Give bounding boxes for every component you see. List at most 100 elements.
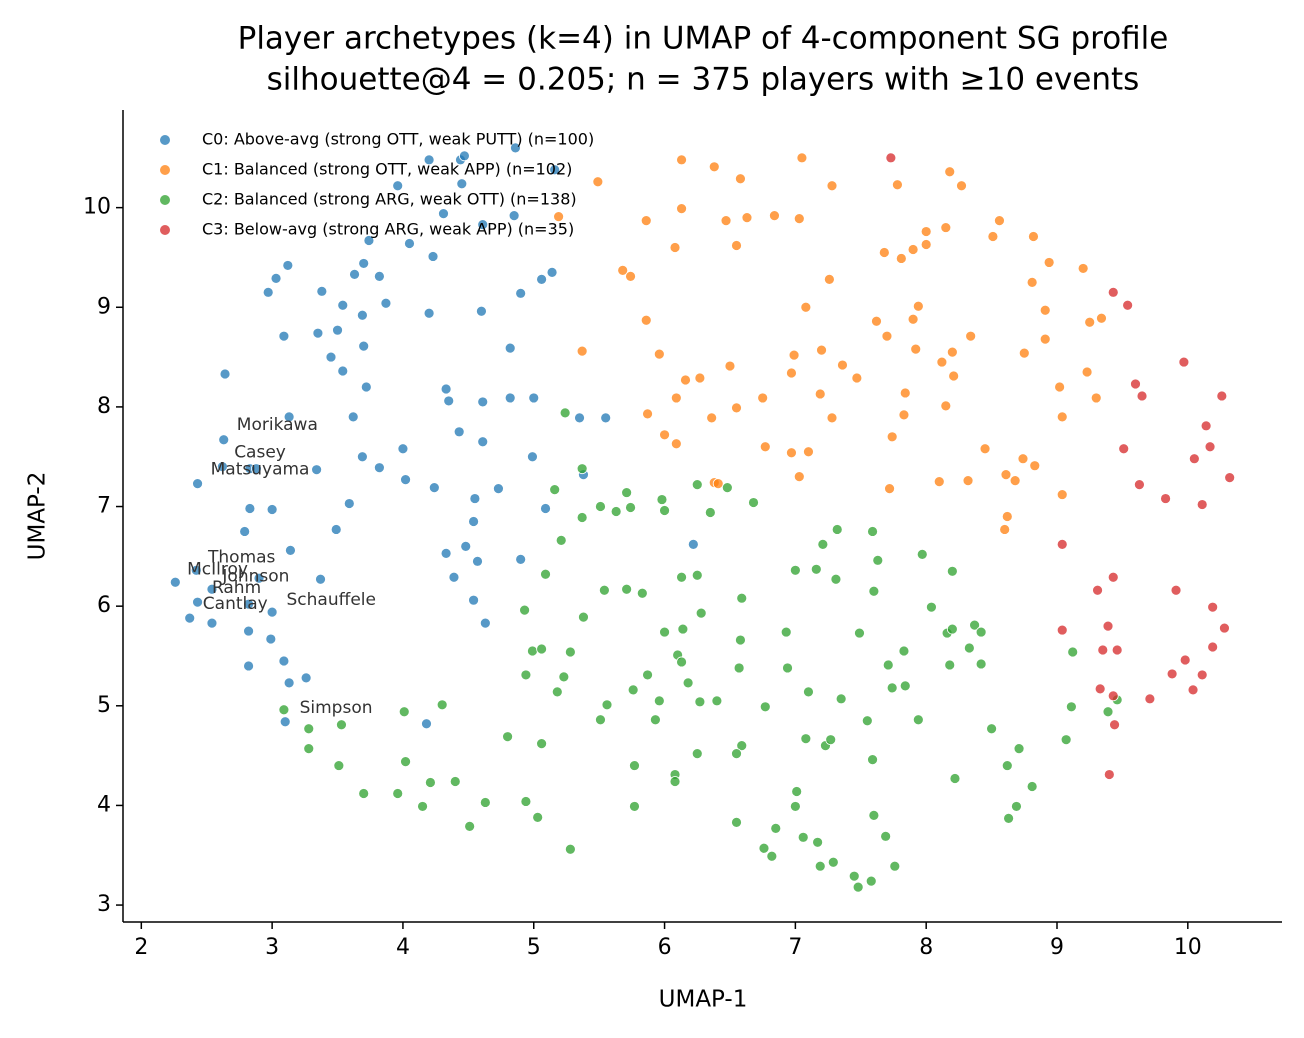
point	[999, 524, 1011, 535]
point	[629, 760, 640, 771]
point	[520, 669, 532, 681]
point	[1111, 644, 1123, 656]
point	[884, 483, 895, 495]
point	[627, 684, 639, 696]
point	[1018, 347, 1030, 359]
point	[336, 719, 347, 731]
point	[468, 516, 479, 527]
point	[936, 356, 948, 368]
annotation: Rahm	[212, 578, 261, 598]
point	[621, 583, 633, 595]
chart-subtitle: silhouette@4 = 0.205; n = 375 players wi…	[267, 62, 1140, 98]
point	[1056, 411, 1068, 423]
point	[190, 564, 202, 576]
point	[780, 626, 792, 638]
point	[551, 686, 563, 698]
point	[1029, 460, 1041, 472]
point	[1219, 622, 1230, 634]
legend-label: C0: Above-avg (strong OTT, weak PUTT) (n…	[202, 130, 594, 149]
point	[933, 476, 945, 488]
point	[300, 672, 312, 684]
point	[827, 856, 839, 868]
point	[885, 152, 897, 164]
point	[417, 801, 428, 812]
point	[676, 154, 687, 166]
point	[243, 625, 254, 637]
series-2	[278, 407, 1123, 893]
annotation: Cantlay	[203, 594, 268, 614]
series-0	[169, 142, 699, 730]
point	[398, 706, 410, 718]
point	[595, 501, 606, 512]
point	[1118, 443, 1130, 455]
point	[899, 387, 911, 399]
point	[332, 324, 343, 336]
point	[244, 503, 256, 514]
point	[1107, 690, 1119, 702]
point	[315, 573, 326, 585]
point	[456, 178, 468, 190]
point	[515, 553, 527, 565]
point	[392, 788, 404, 799]
point	[636, 587, 648, 599]
point	[337, 365, 349, 377]
point	[851, 372, 863, 384]
y-tick-label: 8	[97, 394, 111, 419]
point	[969, 619, 980, 631]
point	[549, 164, 561, 176]
point	[278, 704, 290, 716]
y-tick-label: 5	[97, 693, 111, 718]
point	[460, 540, 472, 552]
annotation: Casey	[234, 443, 286, 463]
legend-marker	[160, 165, 170, 175]
point	[278, 655, 290, 667]
point	[946, 623, 958, 635]
point	[656, 494, 668, 505]
point	[520, 796, 532, 807]
point	[1054, 381, 1066, 393]
point	[459, 150, 470, 162]
point	[330, 524, 342, 535]
point	[337, 299, 349, 311]
point	[479, 617, 491, 629]
point	[479, 797, 491, 808]
annotation: Matsuyama	[211, 460, 310, 480]
legend-label: C1: Balanced (strong OTT, weak APP) (n=1…	[202, 160, 572, 179]
point	[736, 740, 748, 752]
point	[266, 504, 278, 515]
point	[519, 604, 530, 616]
point	[219, 368, 231, 380]
point	[1009, 475, 1021, 487]
point	[443, 395, 455, 407]
point	[325, 351, 337, 363]
point	[912, 300, 924, 312]
point	[1001, 760, 1013, 771]
point	[1224, 472, 1236, 484]
point	[218, 434, 230, 446]
point	[1077, 263, 1089, 274]
point	[1065, 701, 1077, 713]
point	[759, 441, 771, 453]
point	[944, 659, 956, 671]
point	[944, 166, 956, 178]
point	[720, 215, 732, 226]
point	[438, 208, 449, 220]
point	[1134, 479, 1145, 491]
point	[595, 714, 606, 726]
point	[1084, 316, 1096, 328]
point	[440, 547, 452, 559]
point	[253, 572, 265, 584]
point	[251, 463, 262, 475]
point	[695, 607, 707, 619]
point	[867, 754, 878, 765]
point	[625, 502, 636, 513]
point	[708, 161, 720, 173]
point	[782, 662, 793, 674]
point	[423, 307, 435, 319]
point	[576, 512, 588, 523]
point	[192, 478, 203, 490]
x-tick-label: 3	[265, 935, 279, 960]
point	[920, 226, 932, 237]
point	[800, 301, 812, 313]
point	[912, 714, 924, 726]
